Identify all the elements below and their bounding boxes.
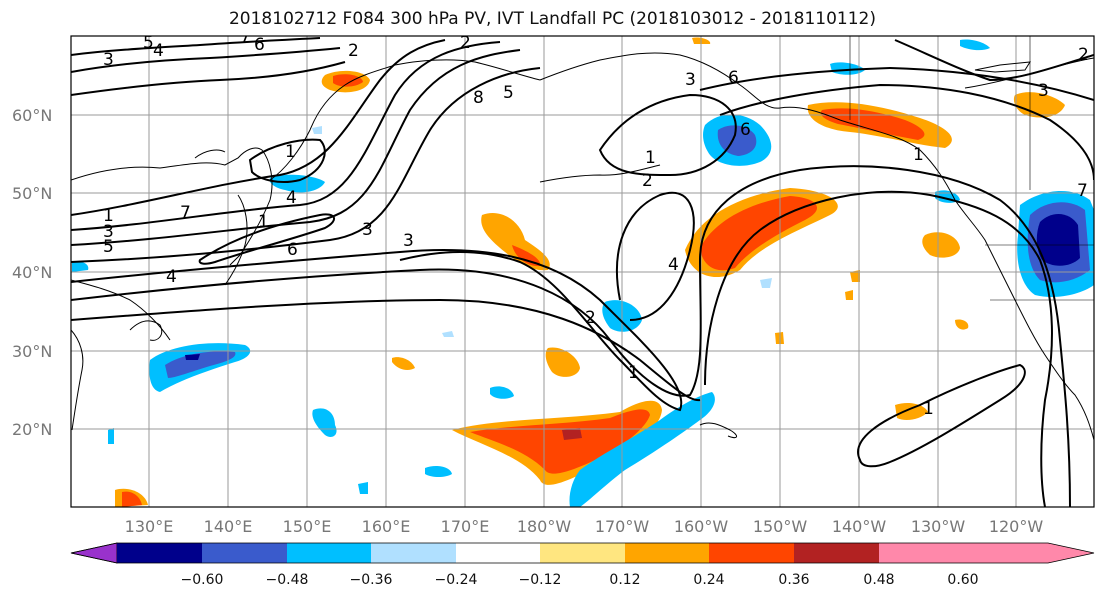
lon-label: 160°E — [362, 517, 411, 536]
colorbar-tick: 0.48 — [863, 572, 894, 588]
contour-label: 2 — [460, 33, 471, 53]
colorbar-tick: 0.60 — [947, 572, 978, 588]
contour-label: 3 — [685, 70, 696, 90]
contour-label: 2 — [642, 171, 653, 191]
contour-label: 5 — [103, 237, 114, 257]
contour-label: 1 — [258, 212, 269, 232]
lat-label: 20°N — [12, 420, 52, 439]
colorbar-segment — [287, 543, 371, 563]
contour-label: 1 — [285, 142, 296, 162]
colorbar-tick: −0.36 — [350, 572, 393, 588]
contour-label: 3 — [103, 222, 114, 242]
lon-label: 180°W — [517, 517, 572, 536]
colorbar-outline — [70, 542, 1095, 564]
colorbar-tick: −0.12 — [519, 572, 562, 588]
colorbar-segment — [709, 543, 794, 563]
latitude-labels: 60°N 50°N 40°N 30°N 20°N — [12, 106, 52, 439]
contour-label: 2 — [1078, 45, 1089, 65]
colorbar-segment — [625, 543, 709, 563]
borders — [849, 36, 1094, 301]
ivt-shading — [72, 37, 1094, 507]
lon-label: 170°E — [441, 517, 490, 536]
colorbar-segment — [879, 543, 963, 563]
map-frame — [70, 35, 1095, 508]
contour-label: 6 — [728, 68, 739, 88]
lat-label: 50°N — [12, 184, 52, 203]
contour-label: 3 — [403, 231, 414, 251]
lon-label: 150°W — [753, 517, 808, 536]
lon-label: 160°W — [674, 517, 729, 536]
colorbar: −0.60 −0.48 −0.36 −0.24 −0.12 0.12 0.24 … — [70, 542, 1095, 588]
contour-label: 1 — [103, 206, 114, 226]
graticule — [71, 36, 1094, 507]
colorbar-tick: 0.24 — [693, 572, 724, 588]
lon-label: 150°E — [283, 517, 332, 536]
longitude-labels: 130°E 140°E 150°E 160°E 170°E 180°W 170°… — [125, 517, 1044, 536]
coastlines — [71, 52, 1094, 441]
contour-label: 4 — [153, 41, 164, 61]
contour-label: 4 — [286, 188, 297, 208]
colorbar-segment — [794, 543, 879, 563]
colorbar-tick: 0.36 — [778, 572, 809, 588]
colorbar-segment — [456, 543, 540, 563]
contour-label: 2 — [348, 41, 359, 61]
lat-label: 60°N — [12, 106, 52, 125]
contour-label: 7 — [1077, 181, 1088, 201]
contour-label: 5 — [143, 33, 154, 53]
lon-label: 170°W — [595, 517, 650, 536]
colorbar-segment — [371, 543, 456, 563]
contour-label: 7 — [180, 203, 191, 223]
contour-label-group: 3 5 4 7 6 2 1 8 5 3 6 3 2 1 4 6 1 7 5 3 … — [103, 27, 1089, 419]
contour-label: 2 — [585, 308, 596, 328]
colorbar-segment — [117, 543, 202, 563]
lon-label: 120°W — [989, 517, 1044, 536]
lon-label: 140°W — [832, 517, 887, 536]
contour-label: 1 — [923, 399, 934, 419]
lon-label: 130°E — [125, 517, 174, 536]
contour-label: 3 — [103, 50, 114, 70]
contour-label: 6 — [740, 120, 751, 140]
contour-label: 1 — [645, 148, 656, 168]
contour-label: 3 — [1038, 81, 1049, 101]
lon-label: 130°W — [911, 517, 966, 536]
colorbar-tick: 0.12 — [609, 572, 640, 588]
contour-label: 6 — [254, 35, 265, 55]
colorbar-tick: −0.48 — [266, 572, 309, 588]
colorbar-tick: −0.60 — [181, 572, 224, 588]
contour-label: 5 — [503, 83, 514, 103]
map-title: 2018102712 F084 300 hPa PV, IVT Landfall… — [228, 9, 876, 29]
contour-label: 6 — [287, 240, 298, 260]
contour-label: 7 — [240, 27, 251, 47]
contour-label: 4 — [668, 255, 679, 275]
colorbar-segment — [202, 543, 287, 563]
lat-label: 40°N — [12, 263, 52, 282]
colorbar-extend-low — [70, 542, 118, 564]
lat-label: 30°N — [12, 342, 52, 361]
lon-label: 140°E — [204, 517, 253, 536]
pv-contours — [71, 37, 1094, 507]
contour-label: 1 — [628, 363, 639, 383]
contour-label: 1 — [913, 145, 924, 165]
colorbar-segment — [540, 543, 625, 563]
colorbar-extend-high — [963, 543, 1094, 563]
contour-label: 3 — [362, 220, 373, 240]
colorbar-tick: −0.24 — [435, 572, 478, 588]
contour-label: 8 — [473, 88, 484, 108]
contour-label: 4 — [166, 267, 177, 287]
